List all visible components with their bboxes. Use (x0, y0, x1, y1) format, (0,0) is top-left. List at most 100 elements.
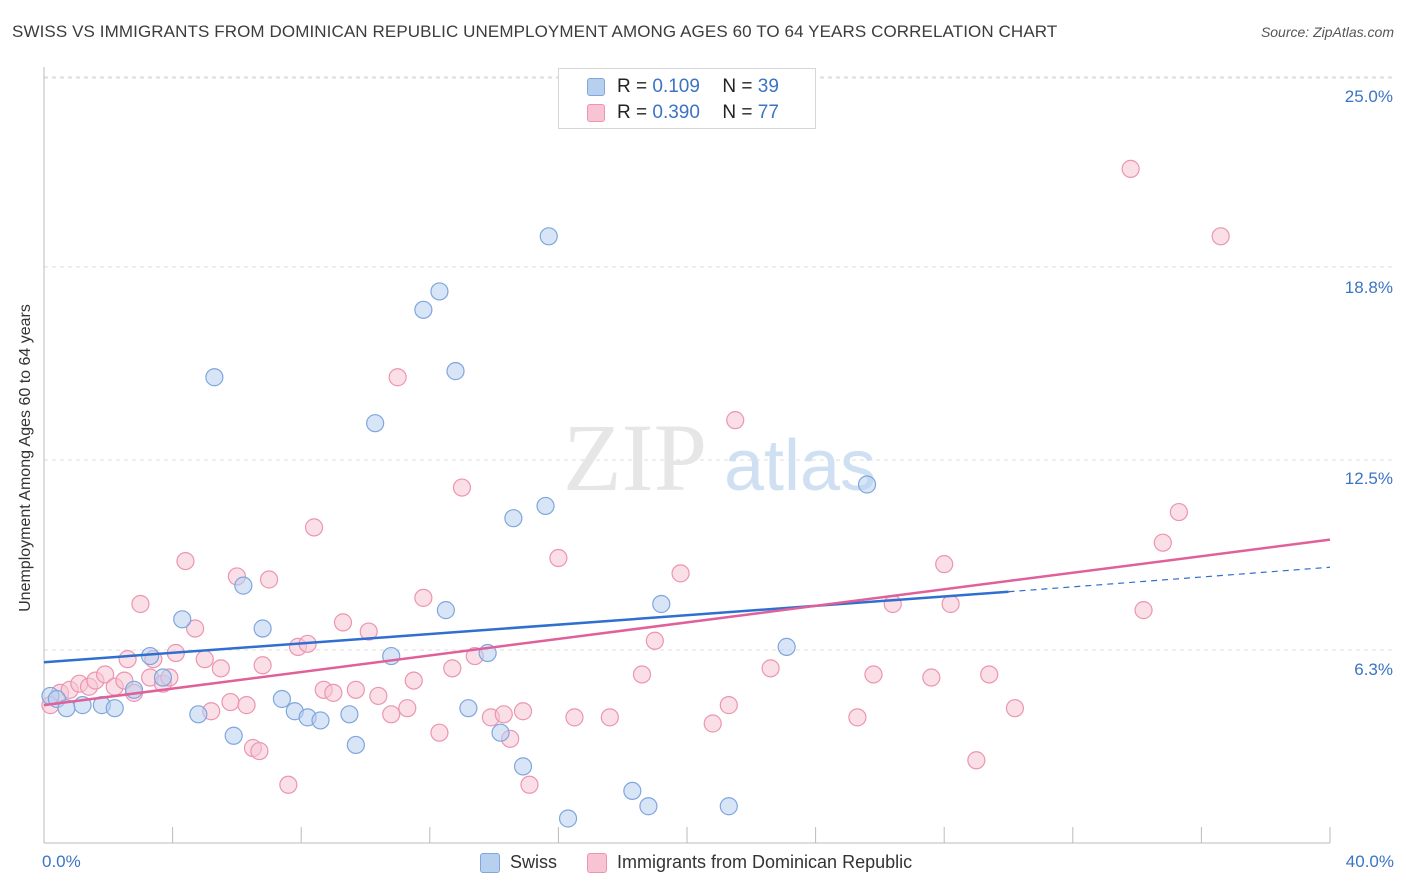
swiss-point (436, 601, 455, 620)
dominican-point (253, 656, 272, 675)
bottom-legend-dominican: Immigrants from Dominican Republic (587, 852, 912, 873)
watermark-atlas: atlas (724, 426, 876, 506)
swiss-point (272, 689, 292, 709)
dominican-point (549, 548, 568, 568)
legend-r-label: R = (617, 102, 648, 123)
dominican-point (333, 613, 353, 632)
y-tick-label: 25.0% (1344, 87, 1393, 106)
dominican-trend-line (43, 538, 1331, 707)
dominican-point (1169, 502, 1188, 522)
swiss-point (189, 705, 208, 724)
dominican-point (131, 594, 150, 614)
swiss-point (558, 809, 578, 828)
dominican-point (520, 775, 539, 794)
dominican-point (632, 665, 652, 684)
dominican-point (671, 564, 690, 583)
y-tick-label: 18.8% (1344, 278, 1393, 297)
swiss-swatch (587, 78, 605, 96)
dominican-point (922, 668, 941, 687)
swiss-point (340, 705, 359, 724)
swiss-point (639, 797, 658, 816)
chart-source: Source: ZipAtlas.com (1260, 24, 1394, 40)
dominican-point (980, 665, 999, 684)
legend-row-dominican: R = 0.390 N = 77 (587, 101, 779, 125)
swiss-swatch (480, 852, 500, 873)
swiss-point (504, 509, 523, 528)
swiss-point (446, 362, 465, 381)
dominican-point (443, 659, 462, 678)
swiss-point (539, 227, 558, 246)
dominican-point (565, 708, 584, 727)
watermark-zip: ZIP (563, 404, 707, 511)
dominican-point (761, 659, 780, 678)
swiss-point (459, 699, 478, 718)
dominican-swatch (587, 104, 605, 122)
bottom-legend-swiss: Swiss (480, 852, 557, 873)
swiss-points (41, 227, 877, 828)
dominican-point (388, 368, 407, 387)
swiss-point (253, 619, 272, 638)
trend-lines (43, 538, 1331, 707)
swiss-trend-line (43, 590, 1009, 664)
swiss-point (414, 300, 433, 319)
swiss-point (173, 610, 192, 629)
dominican-point (967, 751, 986, 770)
dominican-point (186, 619, 205, 638)
swiss-point (105, 699, 124, 718)
dominican-point (719, 696, 738, 715)
legend-n-label: N = (722, 76, 753, 97)
dominican-point (703, 714, 722, 733)
swiss-point (719, 797, 738, 816)
bottom-legend: Swiss Immigrants from Dominican Republic (480, 852, 942, 873)
legend-n-value: 77 (757, 102, 779, 123)
swiss-point (513, 757, 533, 776)
dominican-point (941, 594, 960, 614)
dominican-point (430, 723, 449, 742)
axes (43, 67, 1331, 844)
swiss-point (346, 735, 365, 755)
dominican-point (279, 775, 298, 794)
zipatlas-watermark: ZIP atlas (563, 404, 876, 511)
bottom-legend-swiss-label: Swiss (510, 852, 558, 872)
x-tick-label: 0.0% (42, 852, 81, 871)
dominican-point (935, 555, 954, 574)
swiss-point (777, 637, 796, 656)
swiss-point (366, 414, 385, 433)
x-tick-label: 40.0% (1345, 852, 1394, 871)
dominican-point (404, 671, 423, 690)
dominican-point (1005, 699, 1025, 718)
dominican-swatch (587, 852, 608, 873)
dominican-point (513, 702, 533, 721)
dominican-point (726, 411, 745, 430)
gridlines (44, 76, 1395, 651)
swiss-point (536, 496, 555, 516)
dominican-point (1134, 601, 1153, 620)
dominican-point (346, 680, 365, 699)
dominican-point (369, 686, 388, 706)
dominican-point (250, 741, 269, 761)
swiss-point (623, 781, 642, 801)
swiss-point (857, 475, 877, 494)
dominican-point (118, 650, 137, 669)
swiss-point (311, 711, 330, 730)
dominican-point (176, 551, 195, 571)
dominican-point (645, 631, 664, 650)
dominican-point (382, 705, 401, 724)
swiss-point (124, 680, 144, 699)
legend: R = 0.109 N = 39 R = 0.390 N = 77 (558, 68, 816, 129)
chart-title: SWISS VS IMMIGRANTS FROM DOMINICAN REPUB… (12, 22, 1058, 41)
dominican-point (359, 622, 378, 641)
dominican-point (398, 699, 417, 718)
legend-r-value: 0.109 (652, 76, 700, 97)
dominican-point (304, 518, 324, 537)
dominican-point (195, 650, 214, 669)
swiss-point (153, 668, 173, 687)
dominican-point (1153, 533, 1172, 552)
dominican-point (864, 665, 883, 684)
swiss-point (205, 368, 224, 387)
dominican-point (848, 708, 867, 727)
dominican-point (600, 708, 619, 727)
dominican-point (259, 570, 279, 589)
dominican-point (883, 594, 902, 614)
